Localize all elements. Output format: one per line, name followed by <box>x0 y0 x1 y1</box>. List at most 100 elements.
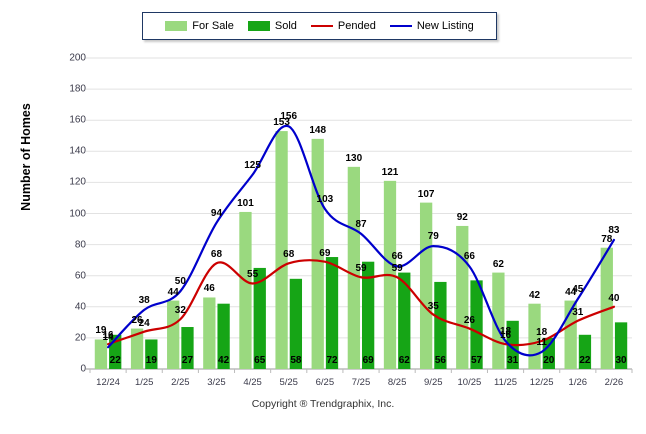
line-pended[interactable] <box>106 259 616 347</box>
x-tick-label: 12/24 <box>96 377 120 388</box>
bar-sold[interactable] <box>398 272 411 369</box>
bar-for-sale[interactable] <box>492 272 505 369</box>
label-pended: 16 <box>102 330 114 342</box>
bar-for-sale[interactable] <box>203 297 216 369</box>
label-sold: 30 <box>615 355 627 366</box>
bar-sold[interactable] <box>542 337 555 369</box>
bar-sold[interactable] <box>434 281 447 369</box>
x-tick-label: 6/25 <box>315 377 335 388</box>
bar-for-sale[interactable] <box>167 300 180 369</box>
bar-sold[interactable] <box>253 267 266 369</box>
label-new-listing: 103 <box>316 193 334 205</box>
x-tick-label: 9/25 <box>424 377 443 388</box>
x-tick-label: 7/25 <box>351 377 371 388</box>
x-tick-label: 8/25 <box>387 377 407 388</box>
y-tick-label: 120 <box>69 176 86 188</box>
label-pended: 55 <box>247 269 259 281</box>
y-tick-label: 200 <box>69 52 86 64</box>
x-tick-label: 5/25 <box>279 377 298 388</box>
legend-label: Pended <box>337 19 376 32</box>
label-for-sale: 130 <box>345 152 363 164</box>
bar-sold[interactable] <box>470 280 483 369</box>
y-tick-label: 140 <box>69 145 86 157</box>
x-tick-label: 3/25 <box>207 377 226 388</box>
label-new-listing: 50 <box>174 276 186 288</box>
label-sold: 19 <box>145 355 157 366</box>
y-tick-label: 100 <box>69 208 86 219</box>
bar-for-sale[interactable] <box>239 211 252 369</box>
legend-item-for-sale[interactable]: For Sale <box>165 19 234 32</box>
legend-label: Sold <box>274 19 297 32</box>
label-pended: 69 <box>319 247 331 259</box>
y-tick-label: 40 <box>74 301 86 313</box>
label-for-sale: 42 <box>528 289 541 301</box>
label-new-listing: 94 <box>210 207 223 219</box>
bar-for-sale[interactable] <box>130 328 144 369</box>
x-tick-label: 4/25 <box>243 377 262 388</box>
label-new-listing: 18 <box>499 326 512 337</box>
legend-label: New Listing <box>416 19 474 32</box>
label-for-sale: 44 <box>167 286 179 298</box>
bar-for-sale[interactable] <box>275 131 288 369</box>
label-sold: 31 <box>507 355 519 366</box>
bar-sold[interactable] <box>614 322 628 369</box>
y-tick-label: 160 <box>69 114 86 126</box>
legend-item-sold[interactable]: Sold <box>247 19 297 32</box>
label-pended: 24 <box>138 317 150 329</box>
label-sold: 62 <box>398 355 410 366</box>
bar-for-sale[interactable] <box>94 339 108 369</box>
label-sold: 42 <box>218 355 230 366</box>
bar-sold[interactable] <box>145 339 158 369</box>
label-new-listing: 38 <box>138 294 150 306</box>
bar-for-sale[interactable] <box>347 166 360 369</box>
bar-sold[interactable] <box>289 278 303 369</box>
line-new-listing[interactable] <box>106 124 616 357</box>
bar-for-sale[interactable] <box>456 225 469 369</box>
label-for-sale: 101 <box>237 197 254 209</box>
x-tick-label: 1/25 <box>134 377 154 388</box>
label-for-sale: 78 <box>601 233 613 245</box>
bar-sold[interactable] <box>181 327 194 369</box>
bar-for-sale[interactable] <box>311 138 324 369</box>
label-sold: 72 <box>326 355 338 366</box>
legend-label: For Sale <box>192 19 234 32</box>
label-for-sale: 44 <box>565 286 577 298</box>
label-pended: 68 <box>283 249 295 261</box>
label-sold: 57 <box>470 355 483 366</box>
label-new-listing: 66 <box>463 251 475 263</box>
bar-sold[interactable] <box>217 303 230 369</box>
label-pended: 32 <box>174 305 186 317</box>
x-tick-label: 2/25 <box>171 377 190 388</box>
label-sold: 65 <box>254 355 266 366</box>
bar-sold[interactable] <box>325 257 339 369</box>
legend-item-new-listing[interactable]: New Listing <box>389 19 474 32</box>
label-for-sale: 153 <box>273 117 290 129</box>
label-new-listing: 14 <box>102 332 114 344</box>
label-for-sale: 107 <box>417 188 435 200</box>
legend-line-icon <box>389 25 412 27</box>
legend-swatch-icon <box>165 21 188 31</box>
legend-swatch-icon <box>247 21 270 31</box>
label-new-listing: 156 <box>280 111 298 123</box>
label-sold: 22 <box>579 355 591 366</box>
legend-item-pended[interactable]: Pended <box>310 19 376 32</box>
label-new-listing: 87 <box>355 218 367 230</box>
label-new-listing: 125 <box>244 159 261 171</box>
label-sold: 22 <box>109 355 121 366</box>
label-new-listing: 83 <box>608 224 620 236</box>
label-pended: 35 <box>427 300 439 312</box>
bar-for-sale[interactable] <box>419 202 433 369</box>
x-tick-label: 2/26 <box>604 377 624 388</box>
x-tick-label: 1/26 <box>568 377 588 388</box>
label-sold: 56 <box>434 355 446 366</box>
bar-sold[interactable] <box>578 334 592 369</box>
label-pended: 18 <box>536 327 548 338</box>
y-tick-label: 80 <box>74 239 86 251</box>
label-for-sale: 92 <box>456 211 468 223</box>
legend-line-icon <box>310 25 333 27</box>
label-for-sale: 62 <box>492 258 504 270</box>
bar-sold[interactable] <box>362 261 375 369</box>
label-new-listing: 79 <box>427 231 439 243</box>
